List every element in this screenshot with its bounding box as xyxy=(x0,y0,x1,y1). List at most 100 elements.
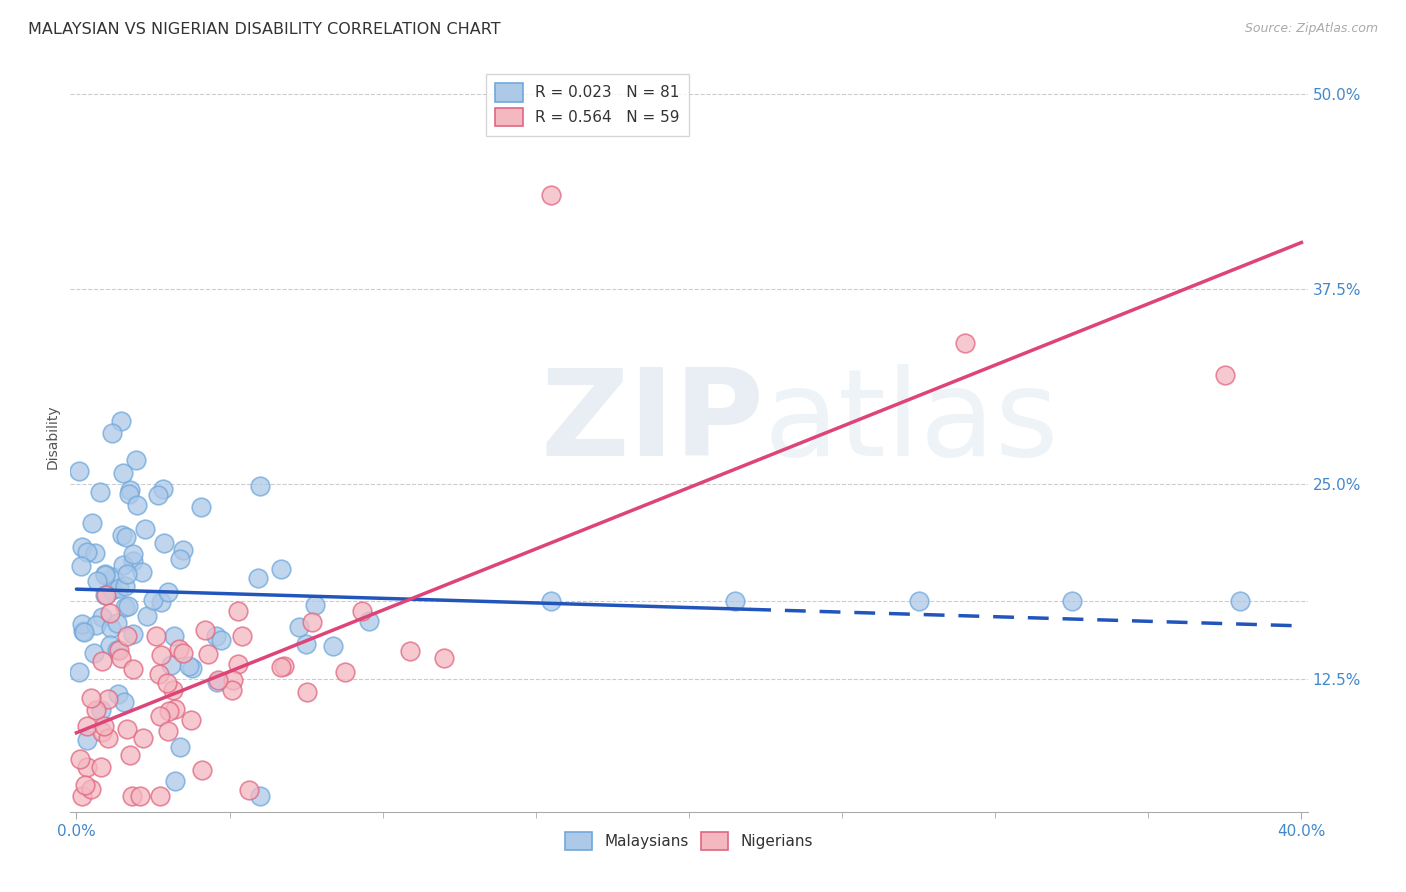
Point xyxy=(163,773,186,788)
Point xyxy=(107,642,129,657)
Legend: Malaysians, Nigerians: Malaysians, Nigerians xyxy=(558,826,820,856)
Point xyxy=(89,484,111,499)
Point xyxy=(107,643,129,657)
Point xyxy=(122,553,145,567)
Point xyxy=(172,647,194,661)
Point xyxy=(72,789,94,804)
Point xyxy=(193,623,215,637)
Point xyxy=(117,599,139,613)
Point xyxy=(204,629,226,643)
Point xyxy=(122,547,145,561)
Point xyxy=(117,566,139,581)
Point xyxy=(100,621,122,635)
Point xyxy=(94,588,117,602)
Text: ZIP: ZIP xyxy=(540,364,765,481)
Point xyxy=(304,599,326,613)
Point xyxy=(86,617,108,632)
Point xyxy=(86,574,108,588)
Point xyxy=(148,487,170,501)
Point xyxy=(94,567,117,582)
Point xyxy=(83,546,105,560)
Point xyxy=(76,760,98,774)
Point xyxy=(333,665,356,679)
Point xyxy=(295,637,318,651)
Point xyxy=(191,764,214,778)
Point xyxy=(172,543,194,558)
Y-axis label: Disability: Disability xyxy=(45,405,59,469)
Point xyxy=(112,466,135,480)
Point xyxy=(226,604,249,618)
Point xyxy=(167,642,190,657)
Point xyxy=(156,676,179,690)
Point xyxy=(107,687,129,701)
Point xyxy=(150,595,173,609)
Point xyxy=(152,482,174,496)
Point xyxy=(231,629,253,643)
Text: atlas: atlas xyxy=(763,364,1059,481)
Point xyxy=(222,673,245,687)
Point xyxy=(162,683,184,698)
Point xyxy=(80,691,103,706)
Point xyxy=(207,673,229,688)
Point xyxy=(83,646,105,660)
Point xyxy=(540,188,562,202)
Point xyxy=(122,627,145,641)
Point xyxy=(160,657,183,672)
Point xyxy=(163,701,186,715)
Point xyxy=(301,615,323,630)
Point xyxy=(238,783,260,797)
Point xyxy=(180,713,202,727)
Point xyxy=(69,752,91,766)
Point xyxy=(124,453,146,467)
Point xyxy=(90,654,112,668)
Point xyxy=(69,665,91,679)
Point xyxy=(90,760,112,774)
Point xyxy=(177,658,200,673)
Point xyxy=(84,703,107,717)
Point xyxy=(209,632,232,647)
Point xyxy=(93,589,115,603)
Point xyxy=(135,609,157,624)
Point xyxy=(122,662,145,676)
Point xyxy=(108,581,131,595)
Point xyxy=(322,639,344,653)
Point xyxy=(142,592,165,607)
Point xyxy=(112,695,135,709)
Point xyxy=(249,478,271,492)
Point xyxy=(120,747,142,762)
Point xyxy=(246,571,269,585)
Point xyxy=(197,647,219,661)
Point xyxy=(93,719,115,733)
Point xyxy=(91,724,114,739)
Point xyxy=(76,545,98,559)
Point xyxy=(433,651,456,665)
Point xyxy=(101,583,124,598)
Point xyxy=(72,624,94,638)
Point xyxy=(1060,594,1083,608)
Point xyxy=(110,650,132,665)
Point xyxy=(80,516,103,530)
Point xyxy=(156,584,179,599)
Point xyxy=(90,703,112,717)
Point xyxy=(148,667,170,681)
Point xyxy=(131,731,153,746)
Point xyxy=(93,568,115,582)
Point xyxy=(226,657,249,672)
Point xyxy=(724,594,747,608)
Point xyxy=(101,425,124,440)
Text: Source: ZipAtlas.com: Source: ZipAtlas.com xyxy=(1244,22,1378,36)
Point xyxy=(69,558,91,573)
Point xyxy=(115,723,138,737)
Point xyxy=(150,648,173,663)
Point xyxy=(127,498,149,512)
Point xyxy=(97,692,120,706)
Point xyxy=(157,704,180,718)
Point xyxy=(249,789,271,804)
Point xyxy=(149,709,172,723)
Point xyxy=(169,551,191,566)
Text: MALAYSIAN VS NIGERIAN DISABILITY CORRELATION CHART: MALAYSIAN VS NIGERIAN DISABILITY CORRELA… xyxy=(28,22,501,37)
Point xyxy=(1229,594,1251,608)
Point xyxy=(181,661,204,675)
Point xyxy=(145,628,167,642)
Point xyxy=(169,740,191,755)
